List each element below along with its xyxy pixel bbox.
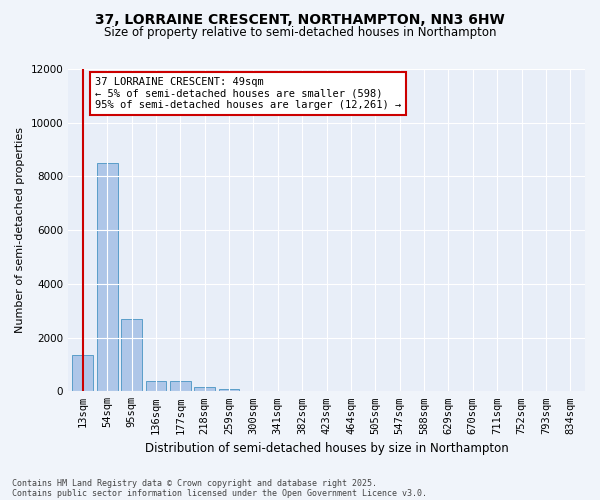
Text: Size of property relative to semi-detached houses in Northampton: Size of property relative to semi-detach… <box>104 26 496 39</box>
Bar <box>219 389 239 392</box>
Text: Contains HM Land Registry data © Crown copyright and database right 2025.: Contains HM Land Registry data © Crown c… <box>12 478 377 488</box>
Text: 37, LORRAINE CRESCENT, NORTHAMPTON, NN3 6HW: 37, LORRAINE CRESCENT, NORTHAMPTON, NN3 … <box>95 12 505 26</box>
Bar <box>194 388 215 392</box>
Bar <box>97 163 118 392</box>
Bar <box>146 380 166 392</box>
X-axis label: Distribution of semi-detached houses by size in Northampton: Distribution of semi-detached houses by … <box>145 442 508 455</box>
Bar <box>73 355 93 392</box>
Bar <box>170 382 191 392</box>
Text: Contains public sector information licensed under the Open Government Licence v3: Contains public sector information licen… <box>12 488 427 498</box>
Y-axis label: Number of semi-detached properties: Number of semi-detached properties <box>15 127 25 333</box>
Text: 37 LORRAINE CRESCENT: 49sqm
← 5% of semi-detached houses are smaller (598)
95% o: 37 LORRAINE CRESCENT: 49sqm ← 5% of semi… <box>95 77 401 110</box>
Bar <box>121 319 142 392</box>
